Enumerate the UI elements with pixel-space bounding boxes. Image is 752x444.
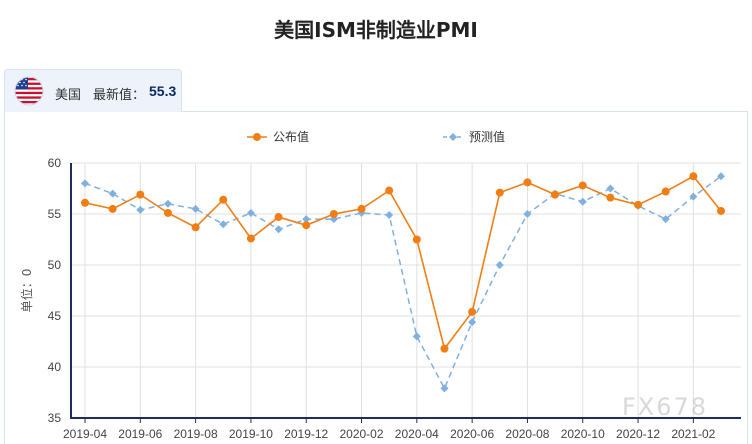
forecast-point	[136, 205, 145, 214]
y-tick-label: 40	[48, 360, 62, 374]
actual-point	[717, 206, 725, 215]
actual-point	[219, 195, 228, 204]
series-line-forecast	[84, 175, 722, 391]
forecast-point	[219, 220, 228, 229]
legend-label-forecast: 预测值	[469, 129, 505, 144]
x-tick-label: 2020-12	[616, 427, 660, 441]
x-tick-label: 2020-10	[561, 427, 605, 441]
actual-point	[108, 204, 117, 213]
actual-point	[385, 186, 394, 195]
actual-point	[468, 307, 477, 316]
series-line-actual	[84, 175, 722, 351]
actual-point	[412, 235, 421, 244]
tab-us[interactable]: 美国 最新值： 55.3	[4, 69, 182, 112]
latest-value-label: 最新值：	[93, 88, 146, 103]
us-flag-icon	[14, 76, 44, 106]
actual-point	[357, 204, 366, 213]
actual-point	[191, 223, 200, 232]
legend-label-actual: 公布值	[273, 129, 309, 144]
legend: 公布值 预测值	[247, 129, 505, 144]
forecast-point	[717, 172, 725, 181]
indicator-tabbar: 美国 最新值： 55.3	[4, 69, 748, 113]
chart-panel: 35 40 45 50 55 60 2019-04 2019-06 2019-08 2019-10…	[4, 112, 748, 444]
forecast-point	[246, 208, 255, 217]
x-tick-label: 2020-04	[395, 427, 439, 441]
country-label: 美国	[55, 88, 82, 103]
actual-point	[81, 198, 89, 207]
actual-point	[302, 221, 311, 230]
x-tick-label: 2019-08	[174, 427, 218, 441]
forecast-point	[385, 211, 394, 220]
y-tick-label: 55	[48, 207, 62, 221]
forecast-point	[163, 199, 172, 208]
forecast-point	[578, 197, 587, 206]
actual-point	[495, 188, 504, 197]
legend-marker-actual	[253, 133, 261, 141]
x-tick-label: 2020-02	[339, 427, 383, 441]
actual-point	[661, 187, 670, 196]
x-tick-label: 2019-12	[284, 427, 328, 441]
actual-point	[578, 181, 587, 190]
legend-marker-forecast	[449, 133, 457, 141]
x-tick-label: 2019-06	[118, 427, 162, 441]
actual-point	[163, 208, 172, 217]
forecast-point	[661, 215, 670, 224]
forecast-point	[274, 225, 283, 234]
actual-point	[246, 234, 255, 243]
y-axis-label: 单位：0	[19, 269, 34, 313]
actual-point	[136, 190, 145, 199]
forecast-point	[468, 318, 477, 327]
x-tick-label: 2021-02	[671, 427, 715, 441]
x-tick-label: 2019-04	[63, 427, 107, 441]
y-tick-label: 60	[48, 156, 62, 170]
y-tick-label: 35	[48, 411, 62, 425]
y-tick-label: 50	[48, 258, 62, 272]
forecast-point	[606, 184, 615, 193]
forecast-point	[191, 204, 200, 213]
forecast-point	[412, 332, 421, 341]
page-title: 美国ISM非制造业PMI	[274, 18, 478, 42]
actual-point	[551, 190, 560, 199]
x-tick-label: 2019-10	[229, 427, 273, 441]
actual-point	[329, 210, 338, 218]
actual-point	[634, 200, 643, 209]
pmi-line-chart: 35 40 45 50 55 60 2019-04 2019-06 2019-08 2019-10…	[19, 129, 741, 441]
forecast-point	[440, 384, 449, 393]
forecast-point	[523, 210, 532, 218]
forecast-point	[302, 215, 311, 224]
forecast-point	[108, 189, 117, 198]
forecast-point	[689, 192, 698, 201]
actual-point	[689, 172, 698, 181]
actual-point	[606, 193, 615, 202]
watermark: FX678	[622, 393, 709, 421]
y-tick-label: 45	[48, 309, 62, 323]
forecast-point	[495, 261, 504, 269]
forecast-point	[81, 179, 89, 188]
tab-divider	[182, 111, 748, 112]
latest-value: 55.3	[149, 83, 177, 99]
actual-point	[274, 213, 283, 222]
x-tick-label: 2020-06	[450, 427, 494, 441]
actual-point	[440, 344, 449, 353]
actual-point	[523, 178, 532, 187]
x-tick-label: 2020-08	[505, 427, 549, 441]
